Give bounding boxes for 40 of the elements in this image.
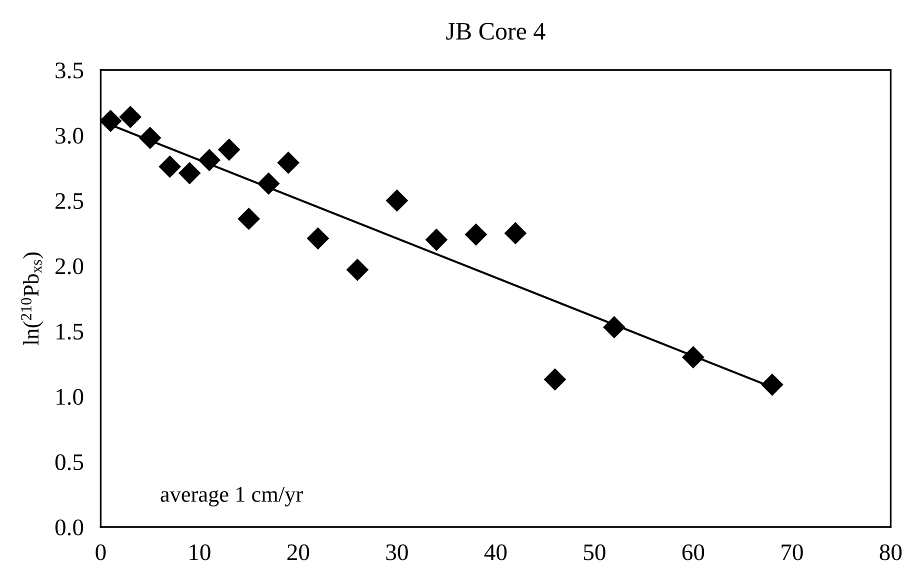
y-axis-title: ln($^{210}$Pb$_{xs}$) <box>20 252 44 346</box>
x-tick-label: 30 <box>386 544 408 560</box>
x-tick-label: 40 <box>484 544 507 560</box>
point <box>544 368 566 391</box>
annotation: average 1 cm/yr <box>160 486 303 506</box>
point <box>178 162 201 184</box>
point <box>257 172 280 195</box>
point <box>346 258 369 281</box>
y-tick-label: 0.5 <box>55 454 84 470</box>
x-tick-label: 60 <box>682 544 704 560</box>
point <box>504 222 527 244</box>
point <box>682 346 704 368</box>
point <box>198 148 221 172</box>
point <box>138 126 162 150</box>
x-tick-label: 50 <box>584 544 606 560</box>
chart-title: JB Core 4 <box>446 22 546 40</box>
y-tick-label: 1.0 <box>56 388 84 405</box>
point <box>464 223 488 246</box>
point <box>386 189 408 212</box>
y-tick-label: 0.0 <box>55 519 84 536</box>
x-tick-label: 0 <box>96 544 106 560</box>
point <box>158 155 182 178</box>
y-tick-label: 1.5 <box>56 324 84 340</box>
y-tick-label: 3.0 <box>56 128 84 144</box>
point <box>761 373 784 396</box>
x-tick-label: 10 <box>190 544 210 560</box>
x-tick-label: 80 <box>880 544 902 560</box>
point <box>603 316 626 338</box>
point <box>425 228 448 251</box>
point <box>218 138 240 161</box>
point <box>277 152 300 174</box>
y-tick-label: 2.0 <box>56 258 84 274</box>
x-tick-label: 20 <box>287 544 310 560</box>
point <box>119 106 142 128</box>
point <box>238 208 260 230</box>
y-tick-label: 3.5 <box>56 62 84 79</box>
x-tick-label: 70 <box>782 544 803 560</box>
point <box>100 110 122 132</box>
y-tick-label: 2.5 <box>56 193 84 210</box>
point <box>306 227 330 250</box>
